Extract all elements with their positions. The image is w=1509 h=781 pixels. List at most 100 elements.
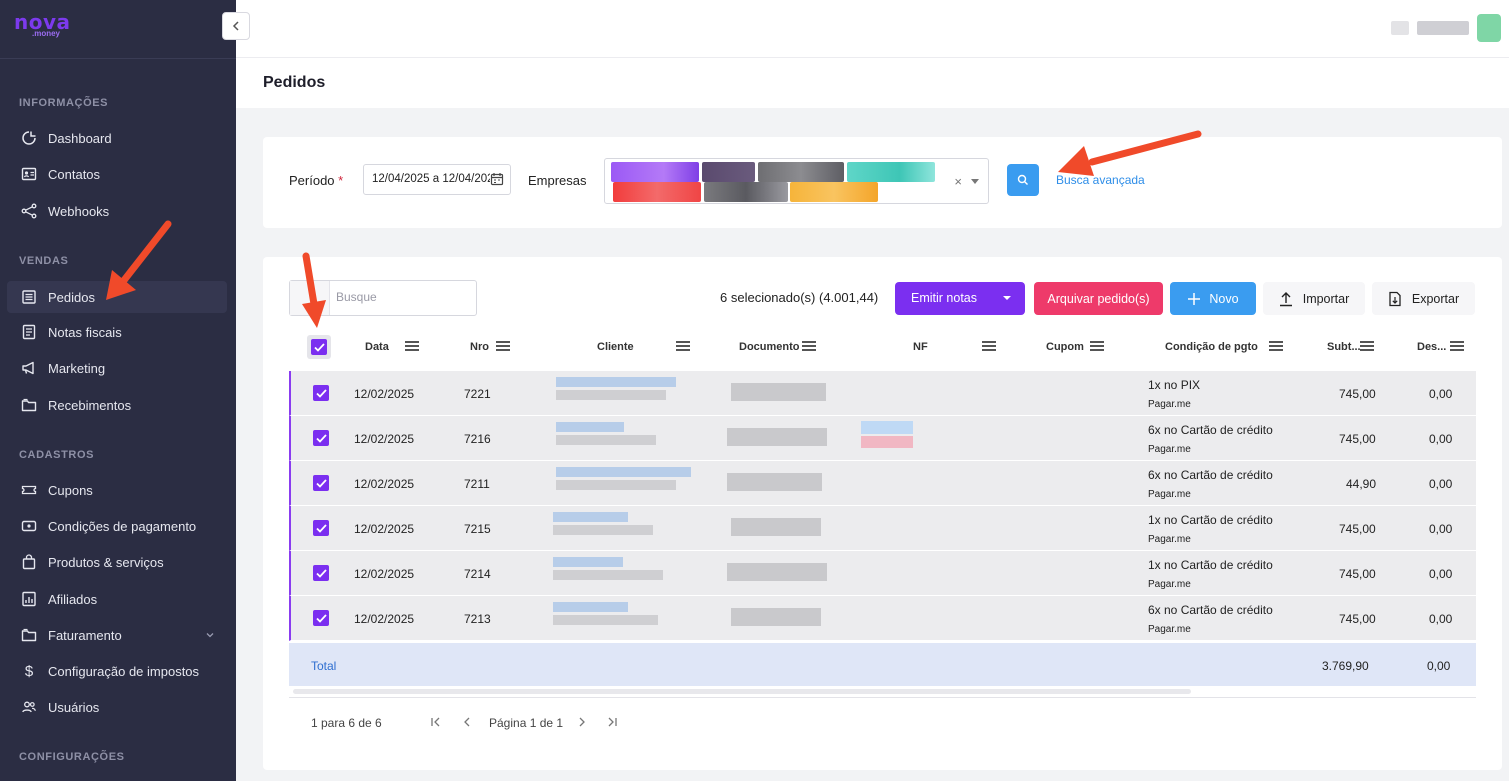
row-checkbox[interactable]: [313, 520, 329, 536]
empresa-chip[interactable]: [613, 182, 701, 202]
col-desconto[interactable]: Des...: [1417, 341, 1447, 353]
sidebar-item-condicoes-pagamento[interactable]: Condições de pagamento: [7, 510, 227, 542]
blurred-nf-status: [861, 436, 913, 448]
blurred-documento: [727, 473, 822, 491]
table-row[interactable]: 12/02/2025 7221 1x no PIX Pagar.me 745,0…: [289, 371, 1476, 416]
column-menu-icon[interactable]: [496, 341, 510, 351]
sidebar-item-marketing[interactable]: Marketing: [7, 352, 227, 384]
row-checkbox[interactable]: [313, 430, 329, 446]
last-page-icon[interactable]: [606, 716, 618, 731]
row-checkbox[interactable]: [313, 610, 329, 626]
column-menu-icon[interactable]: [1360, 341, 1374, 351]
col-subtotal[interactable]: Subt...: [1327, 341, 1361, 353]
caret-down-icon[interactable]: [971, 179, 979, 184]
empresa-chip[interactable]: [758, 162, 844, 182]
cell-condicao: 1x no Cartão de crédito: [1148, 513, 1273, 527]
column-menu-icon[interactable]: [676, 341, 690, 351]
importar-button[interactable]: Importar: [1263, 282, 1365, 315]
column-menu-icon[interactable]: [405, 341, 419, 351]
cell-desconto: 0,00: [1429, 612, 1453, 626]
empresa-chip[interactable]: [611, 162, 699, 182]
sidebar-item-usuarios[interactable]: Usuários: [7, 691, 227, 723]
busca-avancada-link[interactable]: Busca avançada: [1056, 173, 1145, 187]
col-data[interactable]: Data: [365, 341, 389, 353]
table-row[interactable]: 12/02/2025 7216 6x no Cartão de crédito …: [289, 416, 1476, 461]
sidebar-item-contatos[interactable]: Contatos: [7, 158, 227, 190]
sidebar-item-produtos[interactable]: Produtos & serviços: [7, 546, 227, 578]
select-all-checkbox-wrap[interactable]: [307, 335, 331, 359]
sidebar-item-impostos[interactable]: $ Configuração de impostos: [7, 655, 227, 687]
periodo-date-range-input[interactable]: 12/04/2025 a 12/04/2025: [363, 164, 511, 195]
column-menu-icon[interactable]: [1090, 341, 1104, 351]
clear-icon[interactable]: ×: [954, 174, 962, 189]
sidebar-item-label: Contatos: [48, 166, 101, 182]
sidebar-item-label: Afiliados: [48, 591, 98, 607]
upload-icon: [1279, 291, 1292, 306]
empresa-chip[interactable]: [790, 182, 878, 202]
sidebar-item-afiliados[interactable]: Afiliados: [7, 583, 227, 615]
sidebar-item-pedidos[interactable]: Pedidos: [7, 281, 227, 313]
caret-down-icon[interactable]: [1003, 296, 1011, 300]
next-page-icon[interactable]: [576, 716, 588, 731]
column-menu-icon[interactable]: [1450, 341, 1464, 351]
sidebar-item-cupons[interactable]: Cupons: [7, 474, 227, 506]
row-checkbox[interactable]: [313, 385, 329, 401]
collapse-sidebar-button[interactable]: [222, 12, 250, 40]
emitir-notas-button[interactable]: Emitir notas: [895, 282, 1025, 315]
col-condicao-pgto[interactable]: Condição de pgto: [1165, 341, 1258, 353]
column-menu-icon[interactable]: [802, 341, 816, 351]
row-checkbox[interactable]: [313, 475, 329, 491]
cell-gateway: Pagar.me: [1148, 399, 1191, 410]
exportar-button[interactable]: Exportar: [1372, 282, 1475, 315]
col-cupom[interactable]: Cupom: [1046, 341, 1084, 353]
brand-logo[interactable]: nova .money: [14, 12, 74, 42]
calendar-icon[interactable]: [490, 172, 504, 189]
blurred-cliente-email: [556, 390, 666, 400]
chevron-down-icon[interactable]: [205, 628, 215, 643]
first-page-icon[interactable]: [430, 716, 442, 731]
cell-condicao: 1x no Cartão de crédito: [1148, 558, 1273, 572]
table-row[interactable]: 12/02/2025 7211 6x no Cartão de crédito …: [289, 461, 1476, 506]
check-icon: [313, 342, 325, 352]
page-title: Pedidos: [263, 74, 326, 91]
cell-data: 12/02/2025: [354, 477, 415, 491]
cell-data: 12/02/2025: [354, 612, 415, 626]
sidebar-item-recebimentos[interactable]: Recebimentos: [7, 389, 227, 421]
horizontal-scrollbar[interactable]: [293, 689, 1191, 694]
avatar[interactable]: [1477, 14, 1501, 42]
col-nro[interactable]: Nro: [470, 341, 489, 353]
sidebar-item-label: Marketing: [48, 360, 106, 376]
empresas-multiselect[interactable]: ×: [604, 158, 989, 204]
brand-name: nova: [14, 10, 71, 34]
cell-nro: 7213: [464, 612, 491, 626]
sidebar-item-dashboard[interactable]: Dashboard: [7, 122, 227, 154]
sidebar-item-notas-fiscais[interactable]: Notas fiscais: [7, 316, 227, 348]
col-documento[interactable]: Documento: [739, 341, 800, 353]
user-menu[interactable]: [1391, 14, 1501, 42]
empresa-chip[interactable]: [847, 162, 935, 182]
search-input[interactable]: [336, 290, 466, 304]
select-all-checkbox[interactable]: [311, 339, 327, 355]
sidebar-item-webhooks[interactable]: Webhooks: [7, 195, 227, 227]
cell-nro: 7211: [464, 477, 490, 491]
empresa-chip[interactable]: [704, 182, 788, 202]
blurred-cliente-email: [553, 615, 658, 625]
arquivar-pedidos-button[interactable]: Arquivar pedido(s): [1034, 282, 1163, 315]
col-nf[interactable]: NF: [913, 341, 928, 353]
col-cliente[interactable]: Cliente: [597, 341, 634, 353]
table-row[interactable]: 12/02/2025 7213 6x no Cartão de crédito …: [289, 596, 1476, 641]
table-row[interactable]: 12/02/2025 7215 1x no Cartão de crédito …: [289, 506, 1476, 551]
sidebar-item-faturamento[interactable]: Faturamento: [7, 619, 227, 651]
column-menu-icon[interactable]: [1269, 341, 1283, 351]
column-menu-icon[interactable]: [982, 341, 996, 351]
table-row[interactable]: 12/02/2025 7214 1x no Cartão de crédito …: [289, 551, 1476, 596]
novo-button[interactable]: Novo: [1170, 282, 1256, 315]
cell-condicao: 1x no PIX: [1148, 378, 1201, 392]
row-checkbox[interactable]: [313, 565, 329, 581]
cell-subtotal: 745,00: [1339, 612, 1376, 626]
prev-page-icon[interactable]: [461, 716, 473, 731]
periodo-label: Período *: [289, 173, 343, 188]
users-icon: [20, 698, 38, 716]
empresa-chip[interactable]: [702, 162, 755, 182]
search-button[interactable]: [1007, 164, 1039, 196]
